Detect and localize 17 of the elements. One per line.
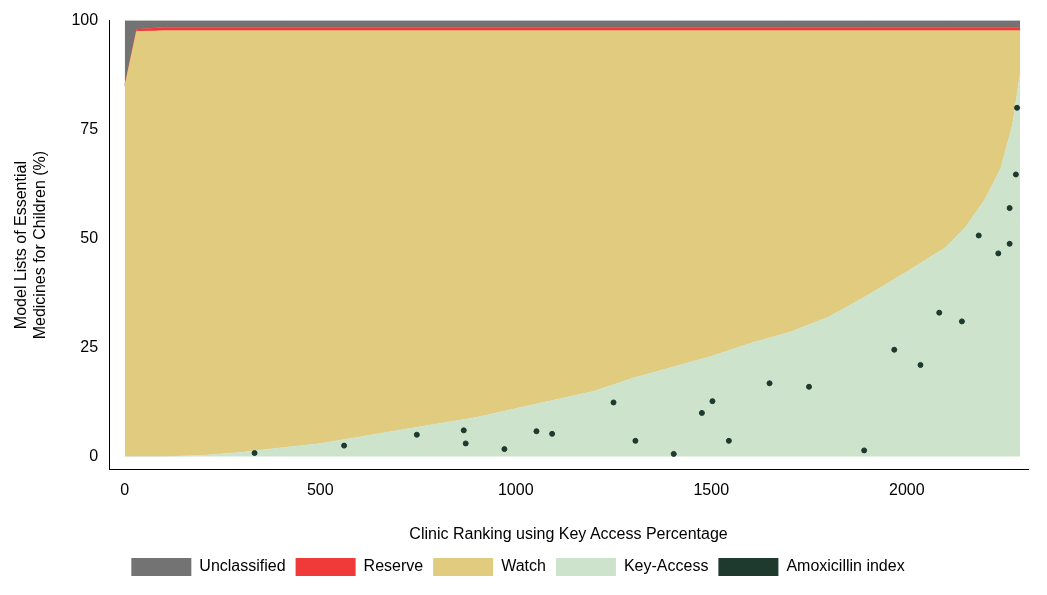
legend-label: Reserve <box>363 557 424 575</box>
y-tick-label: 0 <box>89 446 99 464</box>
y-axis-title: Model Lists of Essential Medicines for Children (%) <box>12 150 49 340</box>
legend-label: Key-Access <box>623 557 709 575</box>
x-tick-label: 2000 <box>888 480 925 498</box>
x-tick-label: 1000 <box>497 480 534 498</box>
x-tick-label: 0 <box>120 480 130 498</box>
y-tick-label: 75 <box>80 119 99 137</box>
y-tick-label: 50 <box>80 228 99 246</box>
legend-label: Watch <box>501 557 546 575</box>
legend-label: Amoxicillin index <box>786 557 905 575</box>
x-tick-label: 1500 <box>693 480 730 498</box>
y-tick-label: 100 <box>71 11 99 29</box>
x-axis-title: Clinic Ranking using Key Access Percentage <box>409 524 728 542</box>
legend-label: Unclassified <box>199 557 286 575</box>
x-tick-label: 500 <box>306 480 334 498</box>
y-tick-label: 25 <box>80 337 99 355</box>
